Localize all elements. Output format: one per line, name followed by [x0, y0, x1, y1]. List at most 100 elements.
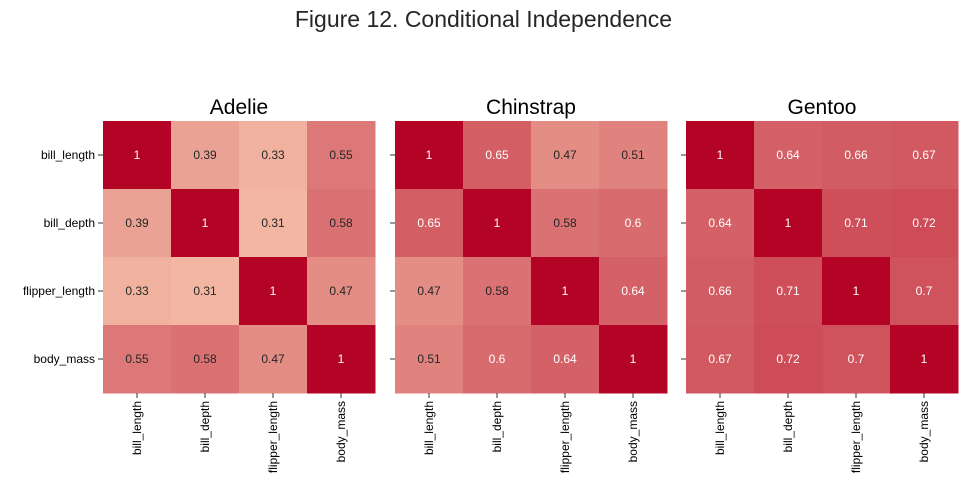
- x-tick-label: flipper_length: [849, 401, 863, 473]
- cell-value-label: 1: [717, 148, 724, 162]
- heatmap-cell: [822, 325, 891, 394]
- panel-adelie: Adelie 1 0.39 0.33 0.55 0.39 1 0.31 0.58 0.33 0.31…: [23, 96, 376, 473]
- heatmap-cell: [239, 189, 308, 258]
- x-tick-label: body_mass: [334, 401, 348, 462]
- heatmap-cell: [754, 189, 823, 258]
- cell-value-label: 0.6: [489, 352, 506, 366]
- heatmap-cell: [686, 121, 755, 190]
- cell-value-label: 0.6: [625, 216, 642, 230]
- cell-value-label: 0.58: [329, 216, 353, 230]
- heatmap-cell: [463, 189, 532, 258]
- x-tick-label: bill_length: [130, 401, 144, 455]
- heatmap-cell: [239, 257, 308, 326]
- heatmap-cell: [463, 121, 532, 190]
- heatmap-cell: [754, 121, 823, 190]
- cell-value-label: 0.31: [193, 284, 217, 298]
- heatmap-cell: [103, 257, 172, 326]
- cell-value-label: 1: [630, 352, 637, 366]
- y-tick-label: bill_length: [41, 148, 95, 162]
- heatmap-cell: [822, 189, 891, 258]
- cell-value-label: 1: [785, 216, 792, 230]
- cell-value-label: 0.39: [125, 216, 149, 230]
- x-tick-label: bill_depth: [490, 401, 504, 452]
- cell-value-label: 1: [202, 216, 209, 230]
- cell-value-label: 1: [921, 352, 928, 366]
- x-tick-label: bill_depth: [781, 401, 795, 452]
- cell-value-label: 0.55: [125, 352, 149, 366]
- heatmap-cell: [103, 325, 172, 394]
- heatmap-cell: [686, 189, 755, 258]
- heatmap-cell: [395, 121, 464, 190]
- heatmap-cell: [531, 325, 600, 394]
- heatmap-cell: [171, 189, 240, 258]
- cell-value-label: 0.71: [844, 216, 868, 230]
- heatmap-cell: [307, 257, 376, 326]
- heatmap-cell: [531, 189, 600, 258]
- figure-title: Figure 12. Conditional Independence: [294, 6, 673, 32]
- cell-value-label: 0.65: [417, 216, 441, 230]
- cell-value-label: 0.7: [916, 284, 933, 298]
- heatmap-cell: [599, 325, 668, 394]
- cell-value-label: 1: [338, 352, 345, 366]
- heatmap-cell: [599, 189, 668, 258]
- cell-value-label: 0.64: [708, 216, 732, 230]
- cell-value-label: 1: [853, 284, 860, 298]
- panel-title: Chinstrap: [486, 96, 576, 119]
- cell-value-label: 0.33: [125, 284, 149, 298]
- heatmap-cell: [531, 121, 600, 190]
- cell-value-label: 0.7: [848, 352, 865, 366]
- x-tick-label: flipper_length: [558, 401, 572, 473]
- cell-value-label: 0.64: [553, 352, 577, 366]
- heatmap-cell: [890, 121, 959, 190]
- heatmap-cell: [395, 325, 464, 394]
- heatmap-cell: [599, 121, 668, 190]
- heatmap-cell: [171, 257, 240, 326]
- heatmap-cell: [890, 257, 959, 326]
- heatmap-cell: [890, 189, 959, 258]
- cell-value-label: 0.72: [912, 216, 936, 230]
- x-tick-label: body_mass: [626, 401, 640, 462]
- heatmap-cell: [463, 325, 532, 394]
- heatmap-cell: [307, 189, 376, 258]
- heatmap-cell: [686, 325, 755, 394]
- y-tick-label: bill_depth: [44, 216, 95, 230]
- heatmap-cell: [531, 257, 600, 326]
- cell-value-label: 0.55: [329, 148, 353, 162]
- cell-value-label: 0.31: [261, 216, 285, 230]
- heatmap-cell: [239, 325, 308, 394]
- heatmap-cell: [171, 325, 240, 394]
- heatmap-cell: [395, 189, 464, 258]
- cell-value-label: 1: [270, 284, 277, 298]
- panel-title: Adelie: [210, 96, 268, 119]
- cell-value-label: 0.64: [621, 284, 645, 298]
- heatmap-cell: [686, 257, 755, 326]
- heatmap-cell: [103, 189, 172, 258]
- heatmap-cell: [890, 325, 959, 394]
- x-tick-label: body_mass: [917, 401, 931, 462]
- cell-value-label: 0.58: [553, 216, 577, 230]
- cell-value-label: 0.67: [912, 148, 936, 162]
- heatmap-cell: [822, 121, 891, 190]
- x-tick-label: bill_length: [422, 401, 436, 455]
- cell-value-label: 0.39: [193, 148, 217, 162]
- cell-value-label: 0.58: [485, 284, 509, 298]
- cell-value-label: 0.71: [776, 284, 800, 298]
- cell-value-label: 0.67: [708, 352, 732, 366]
- x-tick-label: bill_depth: [198, 401, 212, 452]
- cell-value-label: 0.65: [485, 148, 509, 162]
- x-tick-label: bill_length: [713, 401, 727, 455]
- heatmap-cell: [171, 121, 240, 190]
- heatmap-cell: [754, 325, 823, 394]
- panel-title: Gentoo: [788, 96, 857, 119]
- cell-value-label: 0.66: [708, 284, 732, 298]
- cell-value-label: 1: [562, 284, 569, 298]
- cell-value-label: 0.58: [193, 352, 217, 366]
- heatmap-cell: [463, 257, 532, 326]
- heatmap-cell: [307, 121, 376, 190]
- cell-value-label: 0.47: [553, 148, 577, 162]
- cell-value-label: 0.66: [844, 148, 868, 162]
- heatmap-cell: [599, 257, 668, 326]
- cell-value-label: 0.47: [261, 352, 285, 366]
